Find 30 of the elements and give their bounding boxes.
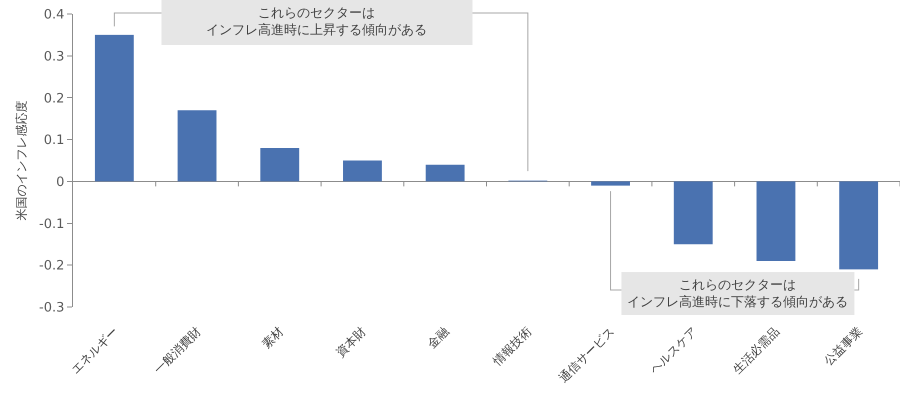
bar: [839, 181, 878, 270]
x-tick-label: ヘルスケア: [647, 324, 700, 377]
x-tick-label: エネルギー: [68, 324, 121, 377]
bar: [178, 110, 216, 182]
annotation: これらのセクターはインフレ高進時に下落する傾向がある: [627, 278, 848, 310]
bar: [674, 181, 713, 244]
bar: [94, 34, 134, 182]
bar: [591, 181, 630, 186]
bar: [260, 148, 300, 182]
y-tick-label: 0: [56, 174, 64, 190]
y-axis-title: 米国のインフレ感応度: [14, 100, 28, 220]
y-tick-label: 0.1: [44, 133, 64, 148]
x-tick-label: 生活必需品: [730, 324, 782, 377]
annotation: これらのセクターはインフレ高進時に上昇する傾向がある: [206, 6, 427, 38]
y-tick-label: -0.3: [39, 300, 64, 316]
y-tick-label: -0.1: [39, 216, 64, 232]
x-tick-label: 情報技術: [490, 324, 534, 370]
x-tick-label: 資本財: [333, 324, 369, 360]
x-tick-label: 素材: [259, 324, 286, 352]
x-tick-label: 通信サービス: [556, 324, 617, 386]
x-tick-label: 公益事業: [821, 324, 866, 368]
y-tick-label: -0.2: [39, 258, 64, 274]
y-tick-label: 0.3: [44, 49, 64, 64]
y-tick-label: 0.4: [44, 8, 64, 23]
bar: [343, 160, 382, 182]
x-tick-label: 一般消費財: [151, 324, 204, 377]
x-tick-label: 金融: [424, 324, 452, 352]
bar: [426, 164, 465, 182]
y-tick-label: 0.2: [44, 91, 64, 106]
bar: [756, 181, 796, 261]
